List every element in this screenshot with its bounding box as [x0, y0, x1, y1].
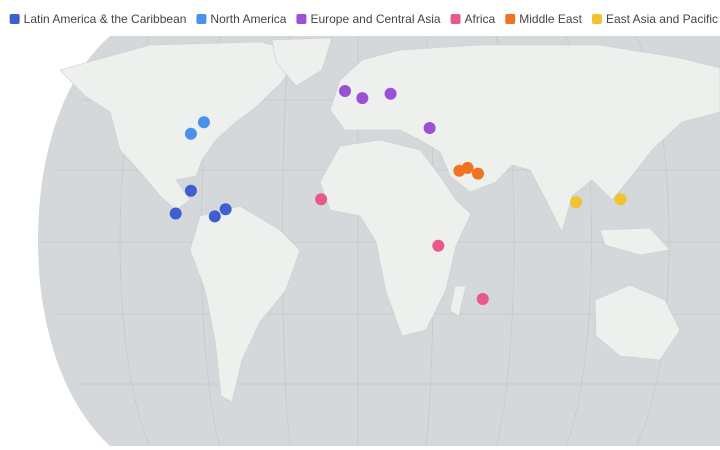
- location-point: [384, 87, 397, 100]
- legend-label: North America: [210, 12, 286, 26]
- legend-label: Middle East: [519, 12, 582, 26]
- location-point: [356, 92, 369, 105]
- legend-label: Europe and Central Asia: [310, 12, 440, 26]
- location-point: [208, 210, 221, 223]
- legend-label: Africa: [465, 12, 496, 26]
- points: [169, 84, 627, 305]
- location-point: [169, 207, 182, 220]
- legend-swatch: [591, 14, 602, 24]
- legend-swatch: [296, 14, 307, 24]
- location-point: [476, 293, 489, 305]
- legend: Latin America & the Caribbean North Ameri…: [9, 12, 718, 26]
- location-point: [184, 127, 197, 140]
- legend-swatch: [196, 14, 207, 24]
- legend-label: East Asia and Pacific: [606, 12, 718, 26]
- location-point: [461, 161, 474, 174]
- location-point: [219, 203, 232, 216]
- legend-swatch: [9, 14, 20, 24]
- location-point: [614, 193, 627, 206]
- location-point: [423, 122, 436, 134]
- location-point: [338, 84, 351, 97]
- location-point: [184, 184, 197, 197]
- location-point: [472, 167, 485, 180]
- land: [59, 37, 720, 403]
- legend-swatch: [505, 14, 516, 24]
- legend-swatch: [450, 14, 461, 24]
- location-point: [315, 193, 328, 206]
- location-point: [197, 116, 210, 129]
- legend-label: Latin America & the Caribbean: [24, 12, 187, 26]
- location-point: [570, 196, 583, 209]
- location-point: [432, 239, 445, 252]
